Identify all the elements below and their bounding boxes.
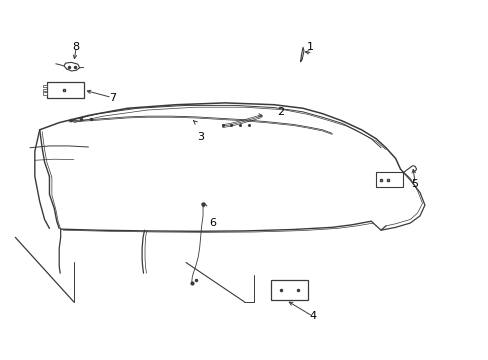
- Text: 4: 4: [308, 311, 316, 321]
- Text: 1: 1: [306, 42, 313, 52]
- Bar: [47, 82, 83, 98]
- Text: 3: 3: [197, 132, 203, 142]
- Bar: [271, 280, 307, 300]
- Bar: [375, 172, 402, 187]
- Text: 8: 8: [73, 42, 80, 52]
- Text: 2: 2: [277, 107, 284, 117]
- Bar: [43, 93, 47, 95]
- Text: 5: 5: [411, 179, 418, 189]
- Bar: [43, 89, 47, 91]
- Text: 6: 6: [209, 218, 216, 228]
- Text: 7: 7: [109, 93, 116, 103]
- Bar: [43, 85, 47, 87]
